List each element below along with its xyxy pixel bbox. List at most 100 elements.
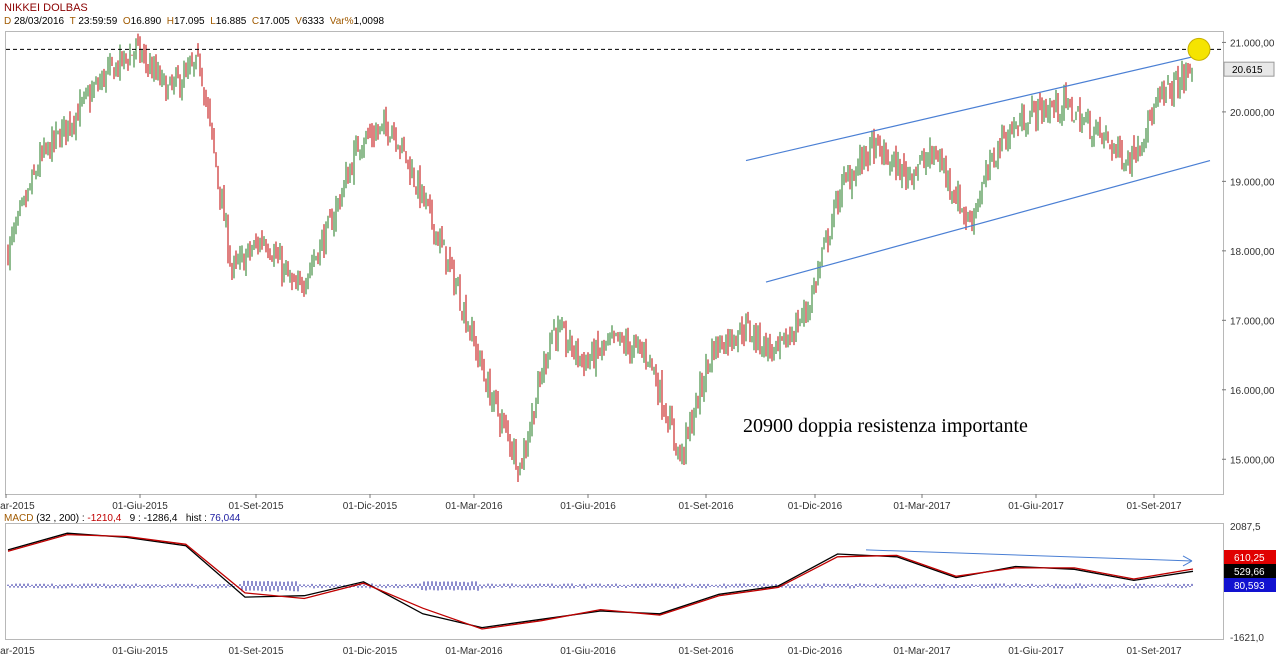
- candle-body: [1187, 66, 1189, 69]
- candle-body: [679, 449, 681, 459]
- candle-body: [647, 362, 649, 364]
- candle-body: [857, 165, 859, 170]
- candle-body: [617, 332, 619, 341]
- y-tick-label: 16.000,00: [1230, 386, 1275, 397]
- candle-body: [1055, 95, 1057, 110]
- candle-body: [977, 202, 979, 209]
- candle-body: [511, 449, 513, 454]
- candle-body: [121, 51, 123, 65]
- candle-body: [377, 131, 379, 133]
- x-tick-label: 01-Giu-2017: [1008, 501, 1064, 512]
- macd-value-label: 610,25: [1234, 553, 1265, 564]
- candle-body: [609, 338, 611, 342]
- candle-body: [687, 427, 689, 431]
- candle-body: [1085, 117, 1087, 119]
- candle-body: [287, 264, 289, 277]
- candle-body: [381, 123, 383, 126]
- candle-body: [929, 146, 931, 160]
- macd-group: [7, 532, 1194, 630]
- candle-body: [603, 340, 605, 348]
- x-tick-label: 01-Dic-2016: [788, 501, 843, 512]
- candle-body: [731, 333, 733, 343]
- candle-body: [741, 325, 743, 337]
- candle-body: [513, 444, 515, 457]
- candle-body: [795, 318, 797, 341]
- macd-x-tick-label: 01-Set-2016: [678, 646, 733, 657]
- candle-body: [1189, 69, 1191, 73]
- candle-body: [31, 172, 33, 191]
- candle-body: [315, 256, 317, 258]
- candle-body: [55, 130, 57, 141]
- candle-body: [909, 171, 911, 173]
- candle-body: [539, 378, 541, 380]
- candle-body: [41, 150, 43, 155]
- candle-body: [1153, 107, 1155, 122]
- candle-body: [663, 410, 665, 414]
- candle-body: [653, 370, 655, 372]
- candle-body: [313, 258, 315, 261]
- candle-body: [747, 320, 749, 323]
- candle-body: [1029, 112, 1031, 123]
- candle-body: [943, 164, 945, 166]
- candle-body: [685, 428, 687, 459]
- candle-body: [973, 209, 975, 228]
- candle-body: [229, 253, 231, 264]
- candle-body: [463, 306, 465, 316]
- macd-x-tick-label: 01-Set-2015: [228, 646, 283, 657]
- candle-body: [721, 336, 723, 349]
- candle-body: [845, 174, 847, 177]
- candle-body: [485, 380, 487, 392]
- candle-body: [577, 342, 579, 361]
- candle-body: [813, 283, 815, 293]
- candle-body: [357, 140, 359, 152]
- candle-body: [83, 93, 85, 101]
- hist-label: hist: [185, 513, 202, 524]
- candle-body: [239, 254, 241, 264]
- candle-body: [183, 69, 185, 88]
- candle-body: [575, 343, 577, 358]
- candle-body: [801, 316, 803, 319]
- candle-body: [265, 243, 267, 249]
- candle-body: [885, 143, 887, 158]
- candle-body: [827, 231, 829, 244]
- candle-body: [921, 154, 923, 157]
- time-value: 23:59:59: [78, 16, 118, 27]
- hist-value: 76,044: [209, 513, 241, 524]
- candle-body: [775, 342, 777, 345]
- candle-body: [391, 129, 393, 139]
- candle-body: [157, 68, 159, 77]
- candle-body: [193, 63, 195, 68]
- macd-value-label: 529,66: [1234, 567, 1265, 578]
- macd-label: MACD: [4, 513, 34, 524]
- y-tick-label: 18.000,00: [1230, 247, 1275, 258]
- candle-body: [629, 342, 631, 356]
- candle-body: [379, 126, 381, 132]
- candle-body: [843, 175, 845, 180]
- candle-body: [1073, 120, 1075, 122]
- candle-body: [105, 71, 107, 86]
- candle-body: [267, 247, 269, 254]
- candle-body: [519, 462, 521, 472]
- candle-body: [195, 55, 197, 67]
- candle-body: [143, 52, 145, 54]
- candle-body: [717, 340, 719, 352]
- candle-body: [1021, 110, 1023, 126]
- candle-body: [559, 326, 561, 328]
- candle-body: [479, 353, 481, 362]
- price-panel-frame: [5, 31, 1224, 495]
- candle-body: [607, 338, 609, 340]
- candle-body: [483, 367, 485, 379]
- candle-body: [365, 132, 367, 142]
- candle-body: [311, 263, 313, 267]
- candle-body: [853, 178, 855, 181]
- candle-body: [25, 198, 27, 202]
- candle-body: [971, 218, 973, 225]
- candle-body: [811, 291, 813, 307]
- candle-body: [1009, 128, 1011, 142]
- candle-body: [257, 242, 259, 249]
- candle-body: [249, 246, 251, 254]
- candle-body: [299, 276, 301, 280]
- candle-body: [97, 83, 99, 87]
- candle-body: [67, 120, 69, 133]
